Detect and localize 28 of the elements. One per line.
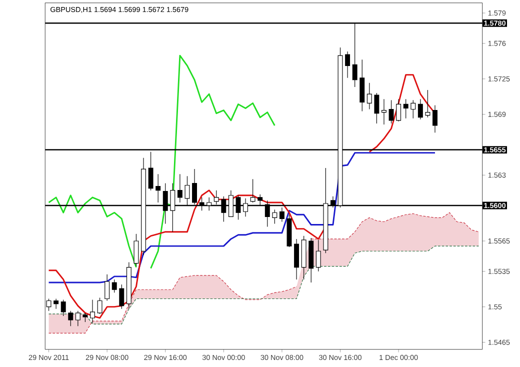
candlestick xyxy=(60,300,66,316)
candlestick xyxy=(345,51,350,78)
candlestick xyxy=(388,100,394,124)
candlestick xyxy=(82,312,88,322)
candlestick xyxy=(396,98,402,122)
candlestick xyxy=(177,174,182,203)
candlestick xyxy=(374,92,380,124)
candlestick xyxy=(90,300,95,324)
candlestick xyxy=(112,279,117,294)
candlestick xyxy=(272,209,278,224)
candlestick xyxy=(97,298,102,314)
candlestick xyxy=(104,274,110,302)
candlestick xyxy=(403,98,408,119)
candlestick xyxy=(316,240,321,272)
candlestick xyxy=(68,310,74,326)
candlestick xyxy=(156,174,161,203)
candlestick xyxy=(382,98,386,125)
candlestick xyxy=(75,310,80,326)
candlestick xyxy=(410,100,416,119)
candlestick xyxy=(418,98,423,120)
candlestick xyxy=(119,284,124,310)
candlestick xyxy=(250,179,256,203)
candlestick xyxy=(134,234,139,267)
candlestick xyxy=(432,105,438,133)
candlestick xyxy=(294,238,300,280)
candlestick xyxy=(425,90,430,118)
candlestick xyxy=(366,82,372,110)
candlestick xyxy=(54,298,59,310)
